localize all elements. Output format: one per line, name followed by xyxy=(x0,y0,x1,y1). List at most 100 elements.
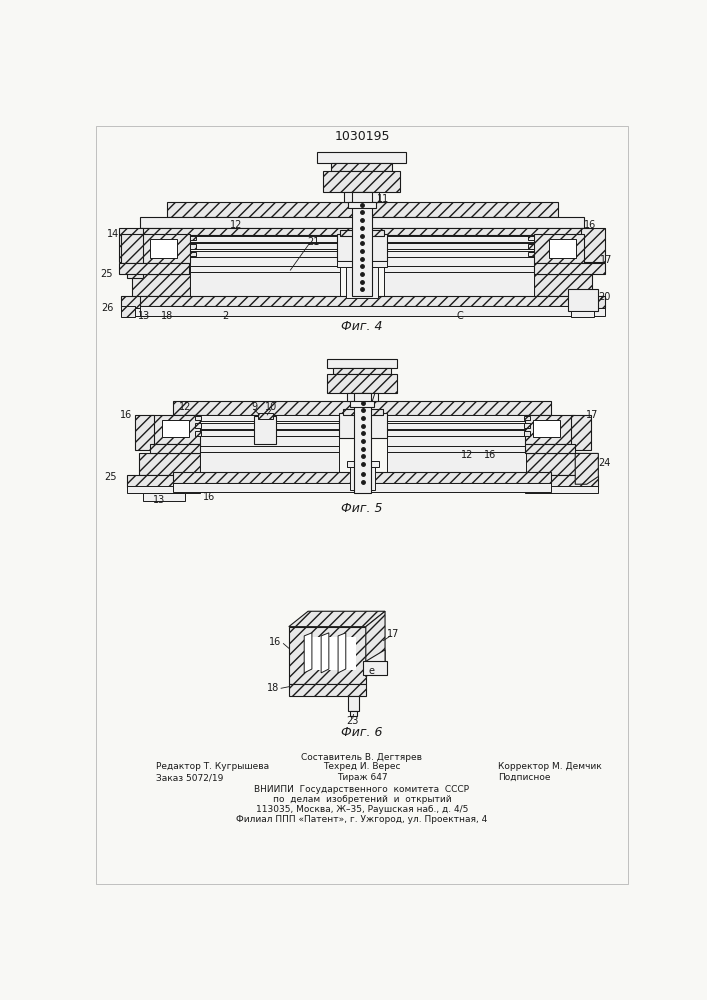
Bar xyxy=(140,234,190,263)
Text: 2: 2 xyxy=(222,311,228,321)
Bar xyxy=(127,262,143,278)
Bar xyxy=(162,420,189,437)
Text: 24: 24 xyxy=(598,458,611,468)
Polygon shape xyxy=(575,453,598,484)
Text: Составитель В. Дегтярев: Составитель В. Дегтярев xyxy=(301,753,423,762)
Bar xyxy=(324,171,400,192)
Bar xyxy=(317,152,406,163)
Bar xyxy=(135,415,154,450)
Text: 16: 16 xyxy=(120,410,132,420)
Bar xyxy=(173,415,551,421)
Text: 11: 11 xyxy=(377,194,389,204)
Bar xyxy=(190,266,340,272)
Text: 25: 25 xyxy=(100,269,113,279)
Bar xyxy=(568,289,598,311)
Text: 13: 13 xyxy=(138,311,150,321)
Bar xyxy=(140,235,585,242)
Bar xyxy=(195,423,201,428)
Bar xyxy=(327,374,397,393)
Bar xyxy=(343,409,382,415)
Text: 16: 16 xyxy=(584,220,596,230)
Bar xyxy=(534,263,604,274)
Bar xyxy=(524,431,530,436)
Bar xyxy=(190,252,197,256)
Bar xyxy=(387,452,526,472)
Text: 16: 16 xyxy=(269,637,281,647)
Bar xyxy=(534,274,592,297)
Text: Заказ 5072/19: Заказ 5072/19 xyxy=(156,773,223,782)
Bar xyxy=(346,461,379,467)
Text: 23: 23 xyxy=(346,716,359,726)
Bar xyxy=(143,493,185,501)
Bar xyxy=(346,393,378,401)
Bar xyxy=(337,261,387,267)
Polygon shape xyxy=(288,611,385,627)
Bar xyxy=(167,202,558,217)
Bar xyxy=(310,637,356,670)
Bar xyxy=(140,306,585,316)
Text: 1030195: 1030195 xyxy=(334,130,390,143)
Text: по  делам  изобретений  и  открытий: по делам изобретений и открытий xyxy=(273,795,451,804)
Bar xyxy=(537,296,604,308)
Bar xyxy=(385,272,534,296)
Text: 26: 26 xyxy=(101,303,113,313)
Text: 14: 14 xyxy=(107,229,119,239)
Bar xyxy=(190,244,197,249)
Text: 12: 12 xyxy=(179,402,191,412)
Bar xyxy=(352,192,372,296)
Bar xyxy=(344,192,379,202)
Text: 18: 18 xyxy=(161,311,173,321)
Text: Редактор Т. Кугрышева: Редактор Т. Кугрышева xyxy=(156,762,269,771)
Bar xyxy=(121,308,198,316)
Text: 10: 10 xyxy=(265,402,277,412)
Bar xyxy=(571,415,590,450)
Text: 7: 7 xyxy=(370,393,376,403)
Bar xyxy=(534,234,584,263)
Text: 9: 9 xyxy=(251,402,257,412)
Text: 17: 17 xyxy=(387,629,399,639)
Bar xyxy=(525,415,575,444)
Bar xyxy=(150,239,177,258)
Bar xyxy=(200,452,339,472)
Text: 12: 12 xyxy=(230,220,243,230)
Bar xyxy=(258,413,274,419)
Bar xyxy=(173,401,551,415)
Text: 16: 16 xyxy=(484,450,496,460)
Bar xyxy=(387,436,526,446)
Polygon shape xyxy=(304,633,312,673)
Text: Фиг. 6: Фиг. 6 xyxy=(341,726,382,739)
Text: 17: 17 xyxy=(586,410,598,420)
Bar xyxy=(537,308,604,316)
Bar xyxy=(348,696,359,711)
Polygon shape xyxy=(366,611,385,677)
Bar xyxy=(140,251,585,257)
Bar xyxy=(549,239,576,258)
Bar xyxy=(173,483,551,492)
Bar xyxy=(340,230,383,236)
Bar xyxy=(339,413,387,438)
Bar xyxy=(525,453,587,475)
Text: 25: 25 xyxy=(105,472,117,482)
Bar xyxy=(150,444,200,453)
Bar xyxy=(525,444,575,453)
Bar xyxy=(524,423,530,428)
Bar xyxy=(140,217,585,228)
Bar xyxy=(140,228,585,235)
Text: Фиг. 5: Фиг. 5 xyxy=(341,502,382,515)
Bar xyxy=(346,267,378,298)
Bar xyxy=(119,228,143,262)
Text: Подписное: Подписное xyxy=(498,773,551,782)
Bar xyxy=(121,306,135,317)
Bar xyxy=(200,446,339,452)
Bar xyxy=(121,296,198,308)
Text: 20: 20 xyxy=(598,292,611,302)
Bar xyxy=(331,163,392,171)
Bar xyxy=(173,423,551,429)
Bar xyxy=(327,359,397,368)
Text: C: C xyxy=(456,311,463,321)
Bar xyxy=(190,257,340,266)
Text: Филиал ППП «Патент», г. Ужгород, ул. Проектная, 4: Филиал ППП «Патент», г. Ужгород, ул. Про… xyxy=(236,815,488,824)
Bar xyxy=(140,243,585,249)
Bar xyxy=(127,486,200,493)
Text: 16: 16 xyxy=(204,492,216,502)
